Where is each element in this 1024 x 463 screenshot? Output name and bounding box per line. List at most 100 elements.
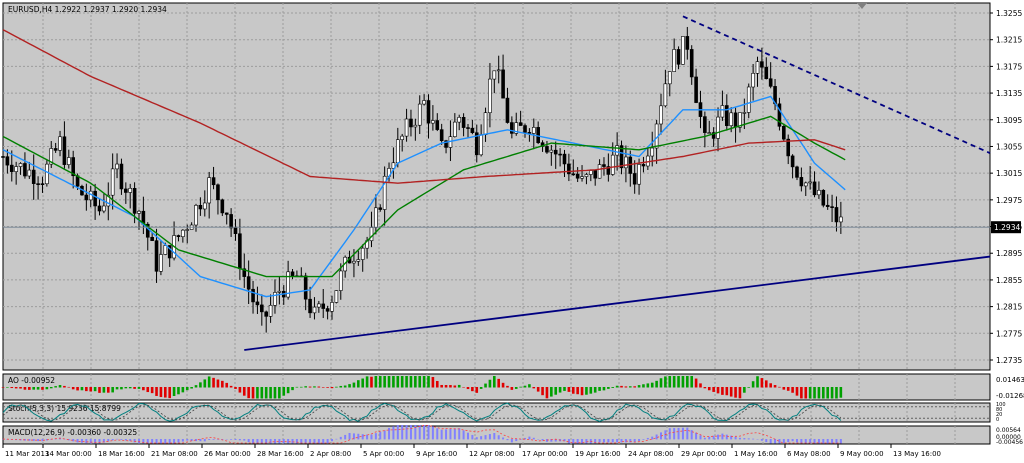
ao-bar [668, 376, 672, 388]
ao-bar [19, 387, 22, 389]
ao-bar [611, 387, 615, 388]
macd-bar [703, 437, 706, 440]
ao-bar [475, 387, 479, 393]
ao-bar [111, 387, 114, 393]
candle-body [49, 148, 54, 165]
price-tick-label: 1.3175 [996, 62, 1022, 71]
ao-bar [190, 387, 193, 389]
ao-bar [690, 376, 694, 388]
macd-bar [730, 435, 733, 440]
ao-bar [642, 384, 645, 388]
macd-bar [111, 439, 114, 441]
ao-bar [352, 382, 356, 388]
candle-body [84, 194, 89, 201]
macd-bar [313, 439, 316, 444]
macd-bar [401, 425, 404, 440]
macd-bar [339, 436, 342, 440]
macd-bar [352, 433, 355, 440]
candle-body [124, 188, 128, 193]
macd-bar [480, 436, 483, 440]
macd-bar [326, 439, 329, 444]
candle-body [303, 275, 308, 300]
candle-body [650, 147, 655, 157]
candle-body [431, 120, 435, 124]
ao-bar [510, 387, 514, 390]
macd-bar [747, 438, 750, 440]
macd-bar [405, 425, 408, 440]
stoch-label: Stoch(5,3,3) 15.9236 15.8799 [8, 404, 121, 413]
ao-bar [212, 377, 215, 388]
macd-bar [414, 425, 417, 440]
macd-bar [45, 439, 48, 441]
macd-bar [826, 439, 829, 444]
ao-bar [291, 387, 294, 391]
ao-bar [185, 387, 189, 391]
ao-bar [247, 387, 250, 399]
ao-bar [550, 387, 553, 397]
ao-bar [89, 387, 93, 392]
ao-bar [493, 376, 496, 388]
ao-bar [650, 382, 654, 388]
ao-bar [747, 387, 751, 388]
ao-bar [721, 387, 724, 395]
candle-body [597, 164, 602, 179]
macd-bar [423, 425, 426, 440]
candle-body [233, 227, 238, 235]
candle-body [663, 83, 668, 107]
macd-bar [168, 439, 171, 444]
macd-bar [765, 439, 768, 443]
candle-body [369, 227, 374, 242]
candle-body [238, 233, 242, 270]
macd-bar [690, 430, 693, 440]
candle-body [479, 134, 483, 156]
ao-bar [729, 387, 733, 397]
ao-bar [567, 387, 571, 392]
candle-body [834, 207, 839, 223]
macd-bar [269, 439, 272, 444]
date-tick-label: 9 Apr 16:00 [416, 450, 457, 458]
trendline-lower[interactable] [244, 255, 991, 351]
ao-bar [199, 382, 202, 388]
ao-bar [10, 387, 14, 389]
macd-bar [712, 435, 715, 440]
ao-bar [453, 385, 457, 388]
candle-body [593, 170, 598, 179]
candle-body [632, 173, 637, 185]
macd-bar [28, 439, 31, 441]
trendline-upper[interactable] [682, 15, 991, 154]
candle-body [220, 199, 225, 214]
candle-body [277, 290, 282, 293]
candle-body [409, 118, 413, 128]
ao-bar [234, 387, 237, 389]
ao-bar [177, 387, 180, 395]
macd-bar [137, 439, 140, 444]
ao-label: AO -0.00952 [8, 376, 55, 385]
price-tick-label: 1.2815 [996, 303, 1022, 312]
macd-bar [624, 439, 627, 443]
ao-bar [203, 379, 207, 388]
macd-bar [195, 439, 198, 442]
ao-bar [607, 387, 610, 389]
macd-tick-label: 0.00000 [996, 434, 1021, 441]
price-tick-label: 1.3135 [996, 89, 1022, 98]
macd-bar [181, 439, 184, 442]
candle-body [255, 301, 260, 306]
candle-body [378, 207, 383, 210]
candle-body [194, 204, 198, 226]
shift-marker-icon[interactable] [857, 3, 867, 9]
stoch-tick-label: 80 [996, 407, 1002, 413]
candle-body [466, 127, 470, 129]
candle-body [181, 229, 185, 237]
ao-bar [725, 387, 729, 396]
macd-bar [252, 439, 255, 444]
candle-body [501, 69, 505, 99]
ao-bar [514, 387, 518, 389]
macd-bar [357, 433, 360, 440]
ao-bar [602, 387, 606, 391]
macd-bar [782, 439, 785, 443]
price-tick-label: 1.2895 [996, 249, 1022, 258]
ao-bar [124, 387, 128, 389]
ao-bar [699, 383, 702, 388]
ao-bar [378, 376, 382, 388]
